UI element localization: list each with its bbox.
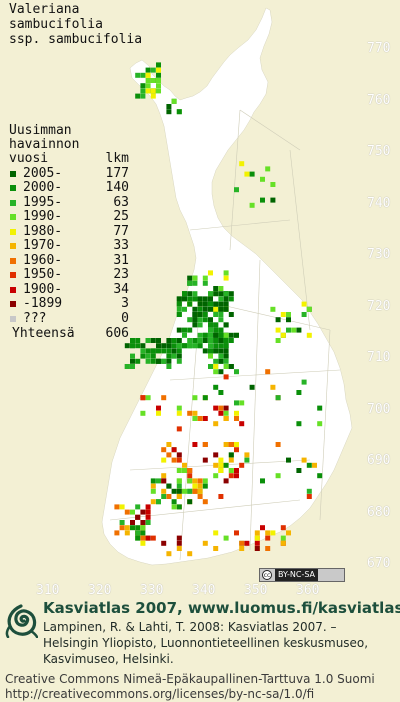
legend-period: 1995- — [23, 194, 63, 210]
legend-swatch — [10, 170, 16, 177]
legend-row: ??? 0 — [9, 310, 129, 327]
legend-row: 1980- 77 — [9, 223, 129, 240]
legend-count: 3 — [121, 296, 129, 311]
legend-swatch — [10, 185, 16, 191]
y-tick-label: 710 — [367, 350, 391, 365]
legend-count: 33 — [113, 238, 129, 253]
legend-count: 31 — [113, 252, 129, 268]
cc-icon: cc — [262, 570, 272, 580]
legend-period: 1900- — [23, 281, 63, 297]
species-name-line3: ssp. sambucifolia — [9, 32, 143, 47]
x-tick-label: 330 — [140, 583, 164, 598]
legend-period: 1960- — [23, 252, 63, 268]
legend-period: -1899 — [23, 296, 63, 311]
distribution-map: Valeriana sambucifolia ssp. sambucifolia… — [9, 2, 391, 598]
legend-col-count: lkm — [105, 151, 129, 166]
occurrence-squares — [114, 62, 323, 557]
y-tick-label: 760 — [367, 92, 391, 108]
legend-row: 2005- 177 — [9, 165, 129, 182]
x-tick-label: 350 — [244, 583, 268, 598]
finland-map-svg — [101, 7, 353, 566]
legend-count: 23 — [113, 267, 129, 282]
legend-column-headers: vuosi lkm — [9, 151, 129, 167]
legend-swatch — [10, 286, 16, 293]
citation-line1: Lampinen, R. & Lahti, T. 2008: Kasviatla… — [43, 620, 337, 634]
legend-header-line2: havainnon — [9, 137, 80, 152]
legend-swatch — [10, 243, 16, 249]
legend-row: 1970- 33 — [9, 238, 129, 254]
legend-swatch — [10, 257, 16, 264]
y-tick-label: 770 — [367, 41, 391, 56]
cc-license-badge[interactable]: cc BY-NC-SA — [259, 568, 345, 582]
legend-swatch — [10, 315, 16, 322]
legend-total-count: 606 — [105, 326, 129, 341]
legend-count: 63 — [113, 194, 129, 210]
x-tick-label: 360 — [296, 583, 320, 598]
legend-row: 2000- 140 — [9, 180, 129, 196]
y-tick-label: 700 — [367, 401, 391, 417]
license-line1: Creative Commons Nimeä-Epäkaupallinen-Ta… — [5, 672, 375, 686]
y-tick-label: 730 — [367, 247, 391, 262]
legend-total-row: Yhteensä 606 — [9, 326, 129, 341]
y-tick-label: 750 — [367, 144, 391, 159]
footer: Kasviatlas 2007, www.luomus.fi/kasviatla… — [0, 598, 400, 702]
y-tick-label: 690 — [367, 453, 391, 468]
citation-line3: Kasvimuseo, Helsinki. — [43, 652, 174, 666]
legend-row: 1950- 23 — [9, 267, 129, 283]
legend-period: 2000- — [23, 180, 63, 195]
legend-row: 1995- 63 — [9, 194, 129, 211]
legend-period: ??? — [23, 310, 47, 326]
legend-count: 34 — [113, 281, 129, 297]
species-name-line2: sambucifolia — [9, 17, 103, 32]
legend-count: 77 — [113, 223, 129, 239]
legend-row: -1899 3 — [9, 296, 129, 312]
citation-line2: Helsingin Yliopisto, Luonnontieteellinen… — [43, 636, 369, 650]
x-tick-label: 310 — [36, 583, 60, 598]
legend-period: 1970- — [23, 238, 63, 253]
y-tick-label: 670 — [367, 556, 391, 571]
cc-badge-text: BY-NC-SA — [275, 569, 319, 581]
license-url[interactable]: http://creativecommons.org/licenses/by-n… — [5, 687, 315, 701]
species-name-line1: Valeriana — [9, 2, 80, 17]
y-tick-label: 740 — [367, 195, 391, 211]
legend-period: 2005- — [23, 165, 63, 181]
legend-row: 1960- 31 — [9, 252, 129, 269]
legend: Uusimman havainnon vuosi lkm 2005- 177 200… — [9, 123, 129, 342]
y-tick-label: 720 — [367, 298, 391, 314]
legend-period: 1950- — [23, 267, 63, 282]
legend-col-year: vuosi — [9, 151, 49, 166]
legend-count: 140 — [105, 180, 129, 195]
legend-header-line1: Uusimman — [9, 123, 72, 138]
legend-swatch — [10, 199, 16, 206]
legend-count: 25 — [113, 209, 129, 224]
x-tick-label: 320 — [88, 583, 112, 598]
y-tick-label: 680 — [367, 504, 391, 520]
x-tick-label: 340 — [192, 583, 216, 598]
legend-swatch — [10, 272, 16, 278]
legend-count: 0 — [121, 310, 129, 326]
footer-title[interactable]: Kasviatlas 2007, www.luomus.fi/kasviatla… — [43, 599, 400, 617]
legend-swatch — [10, 228, 16, 235]
legend-total-label: Yhteensä — [12, 326, 75, 341]
legend-period: 1990- — [23, 209, 63, 224]
legend-row: 1900- 34 — [9, 281, 129, 298]
spiral-leaf-logo-icon — [5, 604, 38, 638]
legend-swatch — [10, 214, 16, 220]
legend-row: 1990- 25 — [9, 209, 129, 225]
legend-count: 177 — [105, 165, 129, 181]
legend-period: 1980- — [23, 223, 63, 239]
legend-swatch — [10, 301, 16, 307]
